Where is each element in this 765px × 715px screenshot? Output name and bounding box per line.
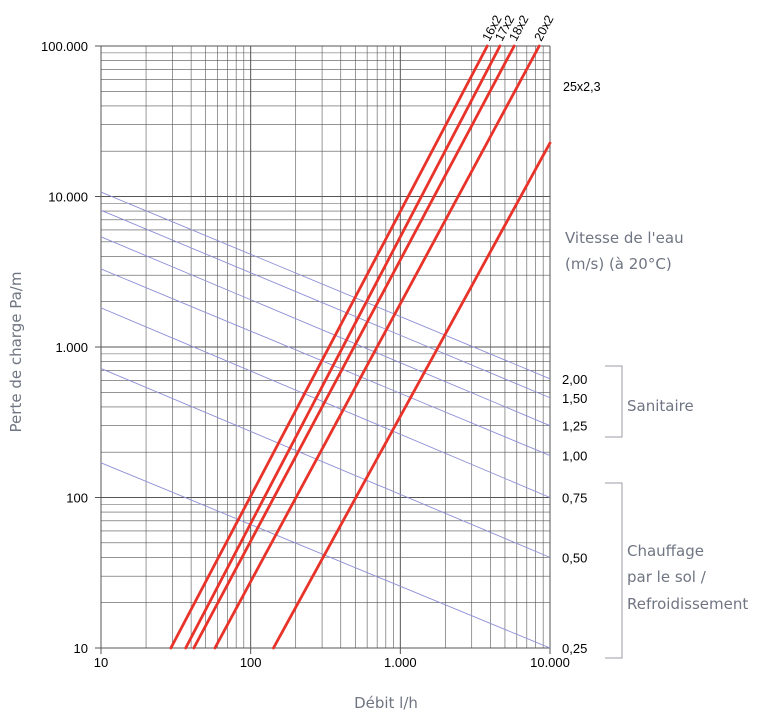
velocity-line	[100, 209, 551, 399]
velocity-value-label: 0,50	[562, 550, 587, 565]
pipe-series	[169, 44, 552, 650]
velocity-value-label: 2,00	[562, 372, 587, 387]
velocity-line	[100, 236, 551, 427]
y-tick-label: 100.000	[41, 39, 88, 54]
pipe-line	[184, 44, 502, 650]
y-axis-title: Perte de charge Pa/m	[7, 272, 25, 433]
velocity-lines: 2,00 1,50 1,25 1,00 0,75 0,50 0,25	[100, 191, 587, 656]
y-tick-label: 100	[66, 491, 88, 506]
bracket-chauffage	[605, 482, 623, 659]
group-label-chauffage-line1: Chauffage	[627, 542, 704, 560]
velocity-value-label: 0,25	[562, 641, 587, 656]
pipe-line	[213, 44, 541, 650]
pipe-label: 20x2	[531, 13, 556, 44]
x-tick-label: 10	[94, 655, 108, 670]
y-tick-label: 10	[74, 641, 88, 656]
pipe-line	[272, 141, 552, 650]
pipe-line	[192, 44, 516, 650]
x-tick-label: 1.000	[384, 655, 417, 670]
velocity-value-label: 1,25	[562, 419, 587, 434]
group-label-sanitaire: Sanitaire	[627, 397, 694, 415]
bracket-sanitaire	[605, 365, 623, 438]
velocity-value-label: 1,00	[562, 449, 587, 464]
x-tick-label: 10.000	[530, 655, 570, 670]
group-label-chauffage-line3: Refroidissement	[627, 595, 748, 613]
velocity-value-label: 0,75	[562, 491, 587, 506]
velocity-title-line2: (m/s) (à 20°C)	[565, 255, 672, 273]
x-axis-title: Débit l/h	[354, 694, 418, 712]
y-tick-label: 1.000	[55, 340, 88, 355]
group-brackets	[605, 365, 623, 659]
x-tick-label: 100	[240, 655, 262, 670]
pipe-label: 25x2,3	[563, 80, 601, 94]
velocity-line	[100, 191, 551, 380]
y-tick-label: 10.000	[48, 190, 88, 205]
velocity-title-line1: Vitesse de l'eau	[565, 229, 684, 247]
group-label-chauffage-line2: par le sol /	[627, 568, 707, 586]
velocity-line	[100, 268, 551, 456]
pipe-line	[169, 44, 489, 650]
velocity-value-label: 1,50	[562, 391, 587, 406]
tick-labels: 10 100 1.000 10.000 10 100 1.000 10.000 100.000	[41, 39, 570, 670]
velocity-line	[100, 368, 551, 558]
